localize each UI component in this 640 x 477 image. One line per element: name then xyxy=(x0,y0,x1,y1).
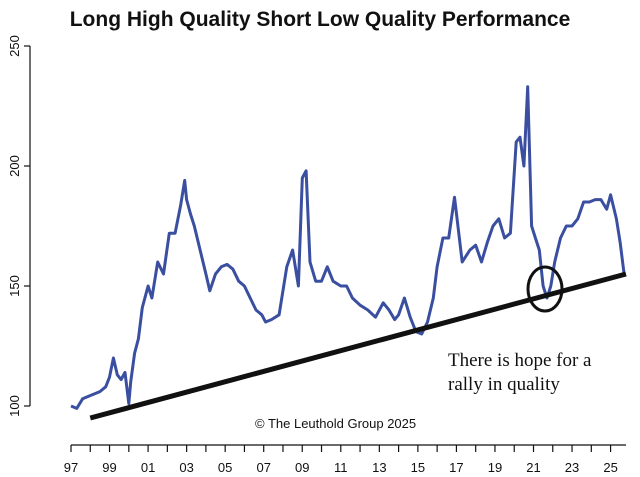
x-tick-label: 19 xyxy=(488,460,502,475)
annotation-line-1: There is hope for a xyxy=(448,350,592,371)
y-tick-label: 150 xyxy=(7,275,22,297)
x-tick-label: 99 xyxy=(102,460,116,475)
y-tick-label: 200 xyxy=(7,155,22,177)
x-tick-label: 21 xyxy=(526,460,540,475)
annotation-line-2: rally in quality xyxy=(448,374,560,395)
series-group xyxy=(70,85,626,410)
series-line xyxy=(70,85,626,410)
x-tick-label: 15 xyxy=(411,460,425,475)
y-axis: 100 150 200 250 xyxy=(7,35,31,417)
x-tick-label: 25 xyxy=(603,460,617,475)
x-tick-label: 23 xyxy=(565,460,579,475)
x-tick-label: 97 xyxy=(64,460,78,475)
copyright-text: © The Leuthold Group 2025 xyxy=(255,416,416,431)
trendline-group xyxy=(89,271,627,421)
x-tick-label: 11 xyxy=(334,460,348,475)
x-tick-label: 03 xyxy=(179,460,193,475)
y-tick-label: 100 xyxy=(7,395,22,417)
x-tick-label: 05 xyxy=(218,460,232,475)
x-tick-label: 07 xyxy=(256,460,270,475)
x-tick-label: 13 xyxy=(372,460,386,475)
x-tick-label: 09 xyxy=(295,460,309,475)
x-tick-label: 17 xyxy=(449,460,463,475)
chart-title: Long High Quality Short Low Quality Perf… xyxy=(69,8,571,31)
x-axis: 97 99 01 03 05 07 09 11 13 15 17 19 21 23 25 xyxy=(64,444,626,475)
support-trendline xyxy=(89,271,627,421)
y-tick-label: 250 xyxy=(7,35,22,57)
highlight-circle xyxy=(526,265,564,313)
x-tick-label: 01 xyxy=(141,460,155,475)
